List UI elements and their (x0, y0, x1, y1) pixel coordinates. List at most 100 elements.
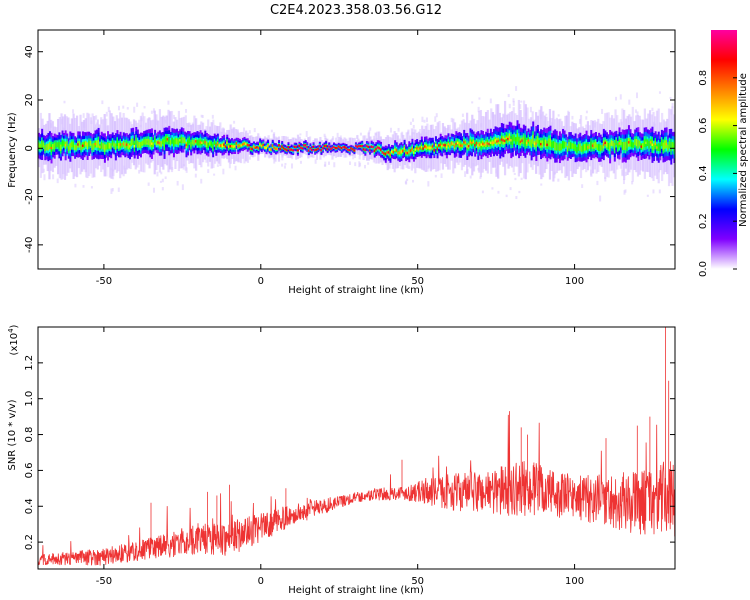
heatmap-cell (577, 144, 580, 151)
colorbar: 0.0 0.2 0.4 0.6 0.8 Normalized spectral ampl… (698, 30, 749, 277)
heatmap-cell (654, 142, 657, 145)
heatmap-cell (438, 144, 441, 147)
heatmap-cell (486, 142, 489, 145)
heatmap-cell (353, 149, 356, 152)
heatmap-cell (455, 142, 458, 146)
heatmap-cell (480, 123, 483, 128)
scale-exponent: 4 (7, 328, 15, 333)
heatmap-cell (546, 143, 549, 147)
heatmap-cell (172, 139, 175, 147)
heatmap-cell (549, 138, 552, 147)
heatmap-cell (636, 111, 639, 117)
heatmap-cell (539, 114, 542, 119)
heatmap-cell (427, 146, 430, 149)
x-tick-label: -50 (96, 276, 112, 287)
heatmap-cell (304, 144, 307, 147)
heatmap-cell (543, 138, 546, 146)
heatmap-cell (267, 144, 270, 147)
heatmap-cell (136, 140, 139, 148)
heatmap-cell (42, 142, 45, 148)
heatmap-cell (640, 145, 643, 148)
heatmap-cell (428, 146, 431, 150)
heatmap-cell (130, 139, 133, 147)
y-tick-label: 40 (24, 45, 35, 58)
x-tick-label: 100 (565, 576, 584, 587)
heatmap-cell (101, 100, 104, 105)
spectrogram-heatmap (38, 86, 675, 202)
heatmap-cell (281, 145, 284, 148)
heatmap-cell (646, 194, 649, 197)
heatmap-cell (469, 175, 472, 179)
heatmap-cell (532, 134, 535, 144)
heatmap-cell (271, 144, 274, 147)
heatmap-cell (132, 138, 135, 145)
heatmap-cell (289, 148, 292, 152)
heatmap-cell (326, 147, 329, 151)
heatmap-cell (545, 113, 548, 116)
heatmap-cell (605, 141, 608, 148)
heatmap-cell (609, 142, 612, 151)
heatmap-cell (82, 185, 85, 188)
heatmap-cell (512, 100, 515, 106)
heatmap-cell (243, 127, 246, 132)
heatmap-cell (69, 142, 72, 151)
heatmap-cell (464, 141, 467, 145)
y-tick-label: 1.0 (24, 391, 35, 407)
heatmap-cell (149, 139, 152, 147)
heatmap-cell (100, 119, 103, 124)
heatmap-cell (536, 136, 539, 144)
heatmap-cell (202, 140, 205, 145)
heatmap-cell (359, 132, 362, 136)
heatmap-cell (74, 183, 77, 188)
heatmap-cell (305, 131, 308, 137)
heatmap-cell (389, 127, 392, 133)
heatmap-cell (458, 143, 461, 147)
heatmap-cell (351, 147, 354, 151)
heatmap-cell (562, 140, 565, 149)
svg-text:(x104): (x104) (7, 324, 20, 355)
heatmap-cell (507, 93, 510, 98)
colorbar-tick-label: 0.0 (698, 261, 709, 277)
heatmap-cell (341, 139, 344, 144)
y-tick-label: 0.2 (24, 534, 35, 550)
heatmap-cell (331, 146, 334, 150)
heatmap-cell (662, 142, 665, 151)
heatmap-cell (146, 140, 149, 143)
heatmap-cell (188, 138, 191, 144)
heatmap-cell (590, 141, 593, 149)
heatmap-cell (601, 145, 604, 151)
heatmap-cell (450, 117, 453, 123)
heatmap-cell (48, 142, 51, 150)
heatmap-cell (498, 118, 501, 124)
heatmap-cell (190, 141, 193, 148)
heatmap-cell (210, 142, 213, 147)
heatmap-cell (394, 148, 397, 151)
heatmap-cell (405, 180, 408, 185)
heatmap-cell (135, 137, 138, 145)
heatmap-cell (238, 144, 241, 147)
heatmap-cell (469, 140, 472, 144)
heatmap-cell (95, 122, 98, 125)
heatmap-cell (62, 173, 65, 179)
y-tick-label: 0 (24, 145, 35, 151)
heatmap-cell (406, 151, 409, 155)
heatmap-cell (669, 96, 672, 99)
heatmap-cell (445, 145, 448, 149)
heatmap-cell (318, 145, 321, 148)
heatmap-cell (164, 176, 167, 180)
heatmap-cell (273, 132, 276, 139)
heatmap-cell (573, 143, 576, 149)
heatmap-cell (139, 124, 142, 128)
heatmap-cell (505, 194, 508, 198)
heatmap-cell (263, 136, 266, 139)
snr-x-ticks: -50 0 50 100 (96, 327, 584, 587)
heatmap-cell (622, 179, 625, 185)
heatmap-cell (567, 110, 570, 115)
heatmap-cell (467, 144, 470, 148)
heatmap-cell (471, 101, 474, 104)
heatmap-cell (421, 116, 424, 123)
heatmap-cell (408, 150, 411, 153)
heatmap-cell (435, 113, 438, 118)
snr-frame (37, 326, 676, 570)
heatmap-cell (613, 142, 616, 151)
